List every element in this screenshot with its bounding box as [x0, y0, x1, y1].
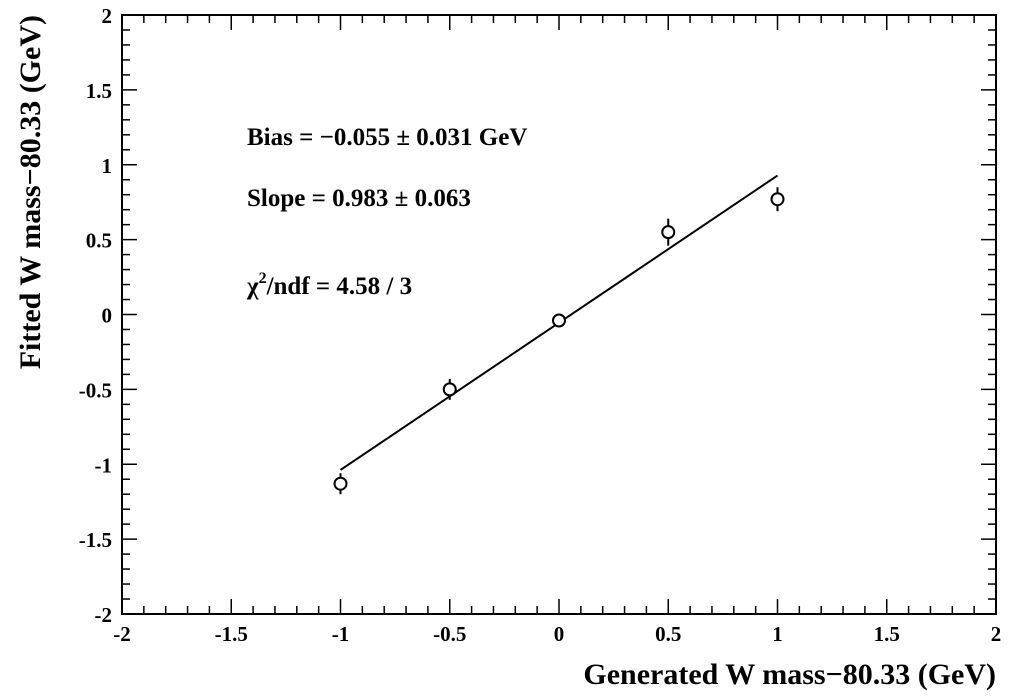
x-tick-label: 0.5 [655, 622, 681, 646]
x-tick-label: -1.5 [215, 622, 248, 646]
chi2-value: /ndf = 4.58 / 3 [266, 273, 413, 300]
y-tick-labels: -2 -1.5 -1 -0.5 0 0.5 1 1.5 2 [79, 4, 112, 627]
x-tick-label: 1.5 [874, 622, 900, 646]
bias-annotation: Bias = −0.055 ± 0.031 GeV [247, 124, 527, 151]
y-tick-label: -1.5 [79, 528, 112, 552]
x-tick-label: -1 [332, 622, 350, 646]
data-points [333, 187, 785, 495]
chi2-superscript: 2 [259, 270, 267, 287]
y-tick-label: -0.5 [79, 378, 112, 402]
y-tick-label: 2 [102, 4, 113, 28]
y-tick-label: 1 [102, 154, 113, 178]
data-point [442, 382, 457, 397]
x-axis-title: Generated W mass−80.33 (GeV) [583, 658, 996, 691]
axis-ticks [121, 14, 997, 615]
data-point [552, 313, 566, 328]
chi2-symbol: χ [246, 273, 259, 300]
data-point [661, 225, 676, 240]
chi2-annotation: χ2/ndf = 4.58 / 3 [246, 270, 412, 300]
y-tick-label: -1 [95, 453, 113, 477]
data-point [333, 476, 348, 491]
slope-annotation: Slope = 0.983 ± 0.063 [247, 185, 471, 212]
x-tick-label: 0 [554, 622, 565, 646]
x-tick-labels: -2 -1.5 -1 -0.5 0 0.5 1 1.5 2 [113, 622, 1001, 646]
y-tick-label: -2 [95, 603, 113, 627]
x-tick-label: 1 [772, 622, 783, 646]
x-tick-label: 2 [991, 622, 1002, 646]
y-tick-label: 0.5 [86, 229, 112, 253]
x-tick-label: -0.5 [433, 622, 466, 646]
y-tick-label: 1.5 [86, 79, 112, 103]
y-tick-label: 0 [102, 304, 113, 328]
data-point [770, 192, 785, 207]
y-axis-title: Fitted W mass−80.33 (GeV) [14, 15, 47, 369]
x-tick-label: -2 [113, 622, 131, 646]
